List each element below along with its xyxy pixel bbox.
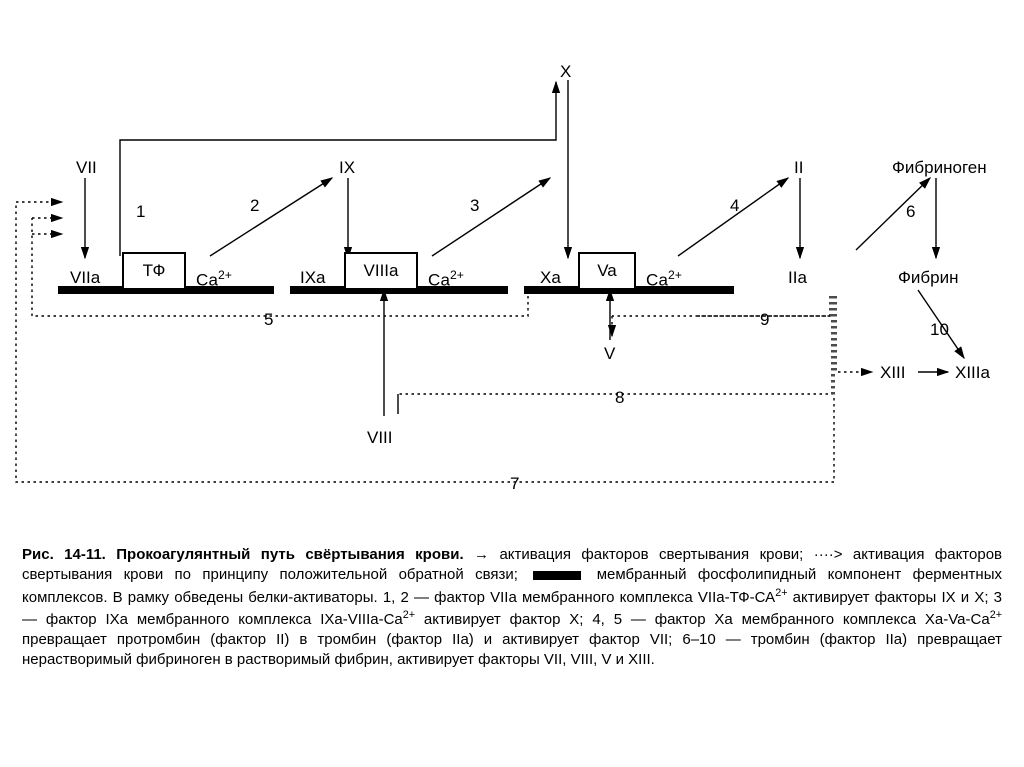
label-tf: ТФ bbox=[143, 261, 166, 281]
edge-num-3: 3 bbox=[470, 196, 479, 216]
edge-num-2: 2 bbox=[250, 196, 259, 216]
label-ca-2: Са2+ bbox=[428, 268, 464, 291]
label-viiia: VIIIa bbox=[364, 261, 399, 281]
edge-num-7: 7 bbox=[510, 474, 519, 494]
caption-body-3: активирует фактор X; 4, 5 — фактор Xa ме… bbox=[415, 611, 990, 628]
label-va: Va bbox=[597, 261, 617, 281]
box-viiia: VIIIa bbox=[344, 252, 418, 290]
label-ca-3: Са2+ bbox=[646, 268, 682, 291]
label-xiii: XIII bbox=[880, 363, 906, 383]
label-xa: Xa bbox=[540, 268, 561, 288]
label-x: X bbox=[560, 62, 571, 82]
label-fibrin: Фибрин bbox=[898, 268, 959, 288]
legend-membrane-icon bbox=[533, 571, 581, 580]
label-xiiia: XIIIa bbox=[955, 363, 990, 383]
label-ii: II bbox=[794, 158, 803, 178]
box-tf: ТФ bbox=[122, 252, 186, 290]
edge-num-6: 6 bbox=[906, 202, 915, 222]
caption-title: Рис. 14-11. Прокоагулянтный путь свёртыв… bbox=[22, 546, 464, 563]
label-ix: IX bbox=[339, 158, 355, 178]
label-ixa: IXa bbox=[300, 268, 326, 288]
edge-num-9: 9 bbox=[760, 310, 769, 330]
caption-body-4: превращает протромбин (фактор II) в тром… bbox=[22, 631, 1002, 668]
label-vii: VII bbox=[76, 158, 97, 178]
figure-caption: Рис. 14-11. Прокоагулянтный путь свёртыв… bbox=[22, 545, 1002, 671]
diagram-canvas: ТФ VIIIa Va X VII IX II Фибриноген VIIa … bbox=[0, 0, 1024, 767]
edge-num-1: 1 bbox=[136, 202, 145, 222]
label-iia: IIa bbox=[788, 268, 807, 288]
edge-num-5: 5 bbox=[264, 310, 273, 330]
edge-num-4: 4 bbox=[730, 196, 739, 216]
label-fibrinogen: Фибриноген bbox=[892, 158, 987, 178]
edge-num-8: 8 bbox=[615, 388, 624, 408]
label-viii: VIII bbox=[367, 428, 393, 448]
label-ca-1: Са2+ bbox=[196, 268, 232, 291]
label-v: V bbox=[604, 344, 615, 364]
edge-num-10: 10 bbox=[930, 320, 949, 340]
box-va: Va bbox=[578, 252, 636, 290]
label-viia: VIIa bbox=[70, 268, 100, 288]
